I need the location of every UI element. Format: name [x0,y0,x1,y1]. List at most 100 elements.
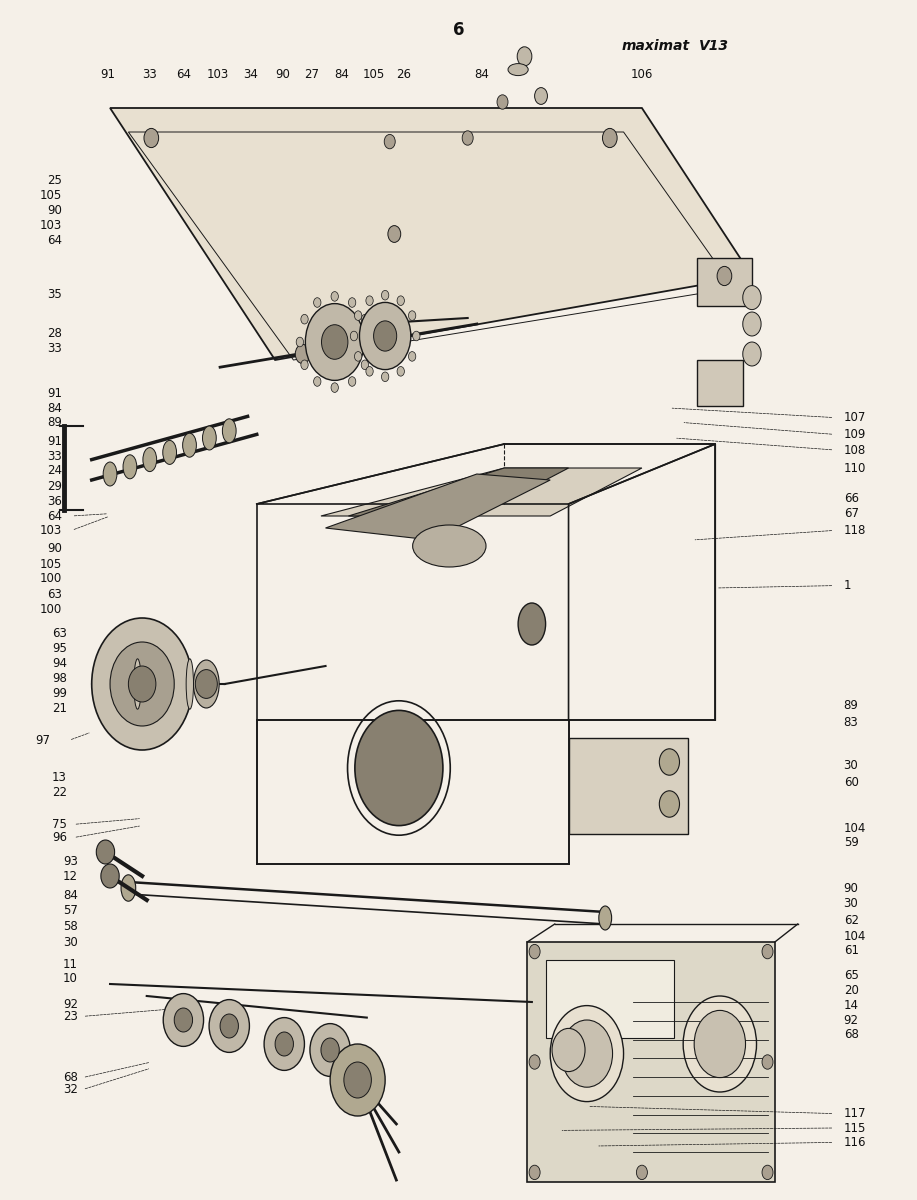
Text: 90: 90 [275,68,290,80]
Ellipse shape [182,433,196,457]
Circle shape [366,296,373,306]
Text: 105: 105 [40,558,62,570]
Circle shape [529,1165,540,1180]
Text: 92: 92 [63,998,78,1010]
Circle shape [275,1032,293,1056]
Circle shape [350,331,358,341]
Bar [697,258,752,306]
Text: 83: 83 [844,716,858,728]
Text: 22: 22 [52,786,67,798]
Text: 105: 105 [363,68,385,80]
Circle shape [163,994,204,1046]
Ellipse shape [123,455,137,479]
Circle shape [296,337,304,347]
Circle shape [408,311,415,320]
Text: 103: 103 [40,220,62,232]
Text: 33: 33 [48,450,62,462]
Text: 58: 58 [63,920,78,932]
Circle shape [359,302,411,370]
Text: 6: 6 [453,20,464,38]
Text: 104: 104 [844,822,866,834]
Circle shape [355,311,362,320]
Text: 24: 24 [48,464,62,476]
Circle shape [195,670,217,698]
Text: 26: 26 [396,68,411,80]
Ellipse shape [143,448,157,472]
Circle shape [301,360,308,370]
Circle shape [550,1006,624,1102]
Ellipse shape [186,659,193,709]
Text: 64: 64 [176,68,191,80]
Text: 97: 97 [36,734,50,746]
Circle shape [209,1000,249,1052]
Text: 12: 12 [63,870,78,882]
Circle shape [743,312,761,336]
Text: 108: 108 [844,444,866,456]
Text: 94: 94 [52,658,67,670]
Ellipse shape [222,419,236,443]
Circle shape [348,377,356,386]
Text: 20: 20 [844,984,858,996]
Circle shape [355,352,362,361]
Circle shape [361,314,369,324]
Circle shape [220,1014,238,1038]
Ellipse shape [163,440,176,464]
Text: 36: 36 [48,496,62,508]
Circle shape [366,366,373,376]
Circle shape [535,88,547,104]
Text: 107: 107 [844,412,866,424]
Circle shape [331,292,338,301]
Circle shape [344,1062,371,1098]
Text: 59: 59 [844,836,858,848]
Text: 99: 99 [52,688,67,700]
Ellipse shape [193,660,219,708]
Circle shape [355,710,443,826]
Circle shape [331,383,338,392]
Text: 103: 103 [207,68,229,80]
Text: 96: 96 [52,832,67,844]
Circle shape [743,286,761,310]
Circle shape [366,337,373,347]
Circle shape [305,304,364,380]
Circle shape [717,266,732,286]
Text: 61: 61 [844,944,858,956]
Circle shape [384,134,395,149]
Text: 100: 100 [40,572,62,584]
Text: 30: 30 [844,898,858,910]
Text: 25: 25 [48,174,62,186]
Polygon shape [326,474,550,540]
Text: 89: 89 [48,416,62,428]
Text: 100: 100 [40,604,62,616]
Text: 27: 27 [304,68,319,80]
Circle shape [683,996,757,1092]
Ellipse shape [518,602,546,646]
Circle shape [348,298,356,307]
Circle shape [301,314,308,324]
Text: 84: 84 [474,68,489,80]
Text: 118: 118 [844,524,866,536]
Text: 63: 63 [52,628,67,640]
Circle shape [128,666,156,702]
Circle shape [314,377,321,386]
Text: 34: 34 [243,68,258,80]
Text: 66: 66 [844,492,858,504]
Text: 35: 35 [48,288,62,300]
Ellipse shape [508,64,528,76]
Ellipse shape [134,659,141,709]
Circle shape [295,344,310,364]
Polygon shape [527,942,775,1182]
Circle shape [397,366,404,376]
Text: 90: 90 [48,542,62,554]
Circle shape [144,128,159,148]
Ellipse shape [413,526,486,566]
Circle shape [462,131,473,145]
Text: 93: 93 [63,856,78,868]
Circle shape [762,1055,773,1069]
Text: 33: 33 [48,342,62,354]
Text: 117: 117 [844,1108,867,1120]
Circle shape [264,1018,304,1070]
Text: 104: 104 [844,930,866,942]
Polygon shape [321,468,642,516]
Bar [546,960,674,1038]
Text: 110: 110 [844,462,866,474]
